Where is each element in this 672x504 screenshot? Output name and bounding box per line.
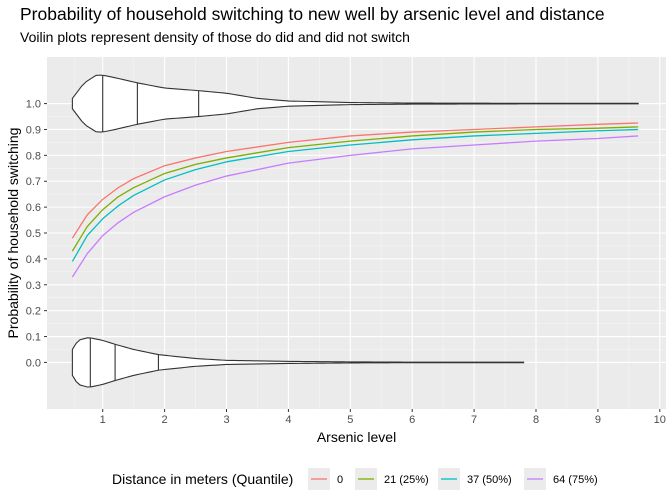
chart-title: Probability of household switching to ne… bbox=[20, 4, 605, 24]
y-tick-label: 0.8 bbox=[26, 150, 41, 162]
x-tick-label: 4 bbox=[285, 414, 291, 426]
legend-item-label: 21 (25%) bbox=[384, 474, 429, 486]
y-axis-label: Probability of household switching bbox=[5, 128, 21, 339]
legend: Distance in meters (Quantile) 0 21 (25%) 3… bbox=[112, 468, 598, 490]
series-lines bbox=[71, 122, 639, 278]
x-tick-label: 1 bbox=[100, 414, 106, 426]
x-axis-ticks: 1 2 3 4 5 6 7 8 9 10 bbox=[100, 409, 666, 426]
x-tick-label: 5 bbox=[347, 414, 353, 426]
legend-item-label: 0 bbox=[337, 474, 343, 486]
x-tick-label: 7 bbox=[471, 414, 477, 426]
violins bbox=[71, 74, 639, 388]
y-tick-label: 0.0 bbox=[26, 357, 41, 369]
legend-title: Distance in meters (Quantile) bbox=[112, 471, 293, 487]
x-tick-label: 10 bbox=[654, 414, 666, 426]
y-tick-label: 0.4 bbox=[26, 254, 41, 266]
y-tick-label: 0.3 bbox=[26, 280, 41, 292]
y-tick-label: 0.2 bbox=[26, 306, 41, 318]
series-line bbox=[71, 126, 639, 252]
x-tick-label: 6 bbox=[409, 414, 415, 426]
y-tick-label: 1.0 bbox=[26, 99, 41, 111]
x-tick-label: 9 bbox=[595, 414, 601, 426]
y-tick-label: 0.7 bbox=[26, 176, 41, 188]
violin-shape bbox=[71, 337, 525, 388]
series-line bbox=[71, 122, 639, 239]
x-tick-label: 2 bbox=[162, 414, 168, 426]
series-line bbox=[71, 128, 639, 262]
chart-subtitle: Voilin plots represent density of those … bbox=[20, 29, 410, 45]
y-tick-label: 0.1 bbox=[26, 332, 41, 344]
legend-item-label: 37 (50%) bbox=[467, 474, 512, 486]
x-tick-label: 3 bbox=[223, 414, 229, 426]
violin-shape bbox=[71, 74, 639, 133]
x-axis-label: Arsenic level bbox=[317, 429, 396, 445]
y-tick-label: 0.5 bbox=[26, 228, 41, 240]
series-line bbox=[71, 135, 639, 278]
y-tick-label: 0.6 bbox=[26, 202, 41, 214]
legend-item-label: 64 (75%) bbox=[553, 474, 598, 486]
x-tick-label: 8 bbox=[533, 414, 539, 426]
y-axis-ticks: 0.0 0.1 0.2 0.3 0.4 0.5 0.6 0.7 0.8 0.9 1.0 bbox=[26, 99, 47, 369]
y-tick-label: 0.9 bbox=[26, 124, 41, 136]
